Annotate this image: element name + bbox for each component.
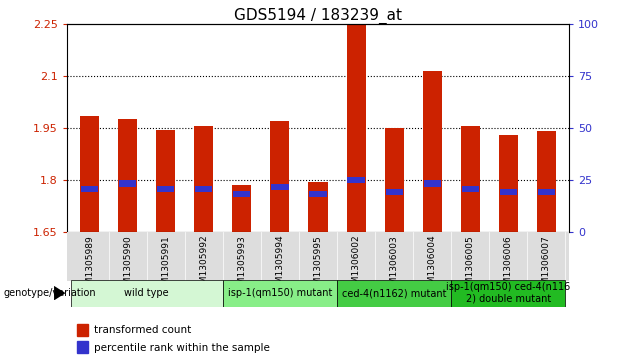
Text: GSM1306007: GSM1306007 [542, 235, 551, 295]
Bar [195, 186, 212, 192]
Bar [499, 135, 518, 232]
FancyBboxPatch shape [71, 280, 223, 307]
Bar [347, 25, 366, 232]
Text: wild type: wild type [125, 288, 169, 298]
Bar [538, 189, 555, 195]
Text: genotype/variation: genotype/variation [3, 288, 96, 298]
FancyBboxPatch shape [451, 280, 565, 307]
Bar [194, 126, 213, 232]
Text: ced-4(n1162) mutant: ced-4(n1162) mutant [342, 288, 446, 298]
Bar [308, 182, 328, 232]
Bar [157, 186, 174, 192]
Bar [385, 189, 403, 195]
Text: GSM1306005: GSM1306005 [466, 235, 474, 295]
Bar [385, 128, 404, 232]
Bar [500, 189, 517, 195]
Polygon shape [54, 286, 66, 301]
Text: GSM1305992: GSM1305992 [199, 235, 209, 295]
Bar [462, 186, 479, 192]
FancyBboxPatch shape [337, 280, 451, 307]
Text: GSM1306006: GSM1306006 [504, 235, 513, 295]
Bar [232, 185, 251, 232]
Bar [80, 116, 99, 232]
Bar [347, 177, 364, 183]
Bar [310, 191, 326, 197]
Text: GSM1305990: GSM1305990 [123, 235, 132, 295]
Bar [460, 126, 480, 232]
Bar [118, 119, 137, 232]
Bar [233, 191, 251, 197]
Bar [272, 184, 289, 190]
Text: transformed count: transformed count [94, 325, 191, 335]
Bar [424, 180, 441, 187]
Bar [77, 341, 88, 353]
Bar [270, 121, 289, 232]
Title: GDS5194 / 183239_at: GDS5194 / 183239_at [234, 7, 402, 24]
Text: isp-1(qm150) ced-4(n116
2) double mutant: isp-1(qm150) ced-4(n116 2) double mutant [446, 282, 570, 304]
Text: GSM1306002: GSM1306002 [352, 235, 361, 295]
Text: GSM1305994: GSM1305994 [275, 235, 284, 295]
Text: GSM1305995: GSM1305995 [314, 235, 322, 295]
FancyBboxPatch shape [223, 280, 337, 307]
Bar [77, 324, 88, 336]
Text: GSM1305991: GSM1305991 [162, 235, 170, 295]
Bar [119, 180, 136, 187]
Text: GSM1306004: GSM1306004 [427, 235, 437, 295]
Text: GSM1306003: GSM1306003 [390, 235, 399, 295]
Text: percentile rank within the sample: percentile rank within the sample [94, 343, 270, 353]
Bar [537, 131, 556, 232]
Text: GSM1305993: GSM1305993 [237, 235, 246, 295]
Text: isp-1(qm150) mutant: isp-1(qm150) mutant [228, 288, 332, 298]
Bar [81, 186, 98, 192]
Bar [423, 70, 442, 232]
Text: GSM1305989: GSM1305989 [85, 235, 94, 295]
Bar [156, 130, 176, 232]
